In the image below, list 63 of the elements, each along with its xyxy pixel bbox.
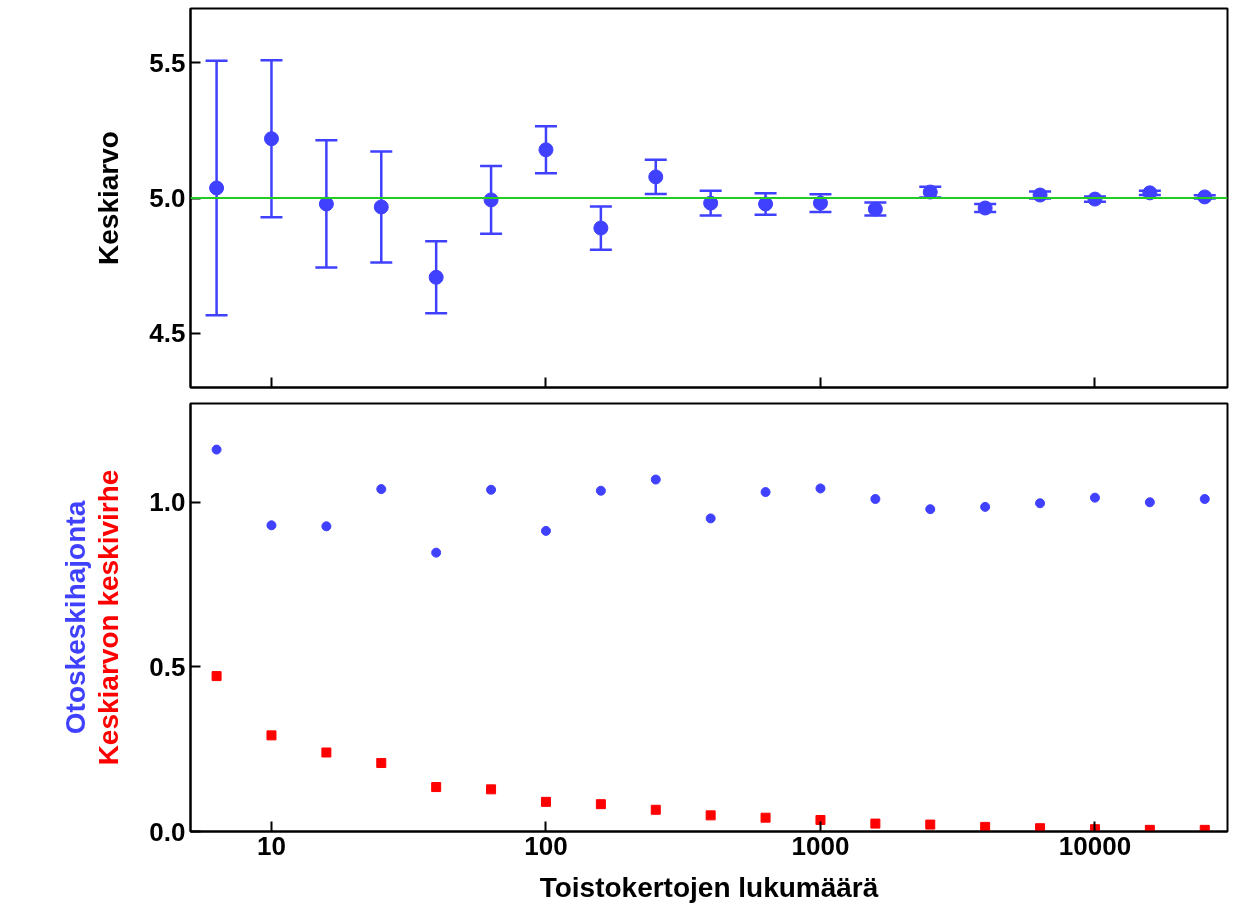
point	[867, 201, 883, 217]
point	[925, 504, 936, 515]
y-tick-label: 0.5	[149, 651, 186, 682]
text: Otoskeskihajonta	[59, 500, 91, 735]
point	[376, 484, 387, 495]
point	[980, 501, 991, 512]
point	[321, 521, 332, 532]
text: Keskiarvon keskivirhe	[93, 469, 125, 766]
point	[760, 812, 771, 823]
point	[1035, 823, 1046, 832]
point	[211, 444, 222, 455]
point	[486, 784, 497, 795]
point	[593, 220, 609, 236]
point	[431, 782, 442, 793]
point	[705, 810, 716, 821]
point	[760, 487, 771, 498]
x-axis-title: Toistokertojen lukumäärä	[539, 871, 879, 903]
point	[540, 796, 551, 807]
point	[870, 493, 881, 504]
y-axis-title: Keskiarvo	[93, 131, 125, 265]
y-tick-label: 4.5	[149, 318, 186, 349]
point	[980, 821, 991, 832]
point	[922, 184, 938, 200]
point	[815, 814, 826, 825]
point	[870, 818, 881, 829]
x-tick-label: 10000	[1058, 830, 1132, 861]
point	[1199, 493, 1210, 504]
point	[540, 525, 551, 536]
y-tick-label: 5.5	[149, 47, 186, 78]
point	[648, 169, 664, 185]
point	[705, 513, 716, 524]
x-tick-label: 10	[257, 830, 286, 861]
point	[1089, 492, 1100, 503]
point	[263, 131, 279, 147]
point	[595, 485, 606, 496]
point	[321, 747, 332, 758]
point	[373, 199, 389, 215]
x-tick-label: 1000	[791, 830, 850, 861]
point	[211, 671, 222, 682]
point	[1199, 824, 1210, 832]
point	[977, 200, 993, 216]
point	[266, 520, 277, 531]
point	[595, 799, 606, 810]
x-tick-label: 100	[524, 830, 568, 861]
point	[1035, 498, 1046, 509]
point	[431, 547, 442, 558]
point	[266, 730, 277, 741]
point	[1144, 497, 1155, 508]
point	[650, 804, 661, 815]
point	[209, 180, 225, 196]
point	[650, 474, 661, 485]
y-tick-label: 5.0	[149, 183, 186, 213]
y-tick-label: 0.0	[149, 816, 186, 847]
point	[486, 484, 497, 495]
point	[1144, 824, 1155, 832]
y-tick-label: 1.0	[149, 487, 186, 518]
point	[428, 269, 444, 285]
point	[318, 196, 334, 212]
point	[376, 758, 387, 769]
point	[925, 819, 936, 830]
point	[758, 196, 774, 212]
point	[815, 483, 826, 494]
point	[538, 142, 554, 158]
